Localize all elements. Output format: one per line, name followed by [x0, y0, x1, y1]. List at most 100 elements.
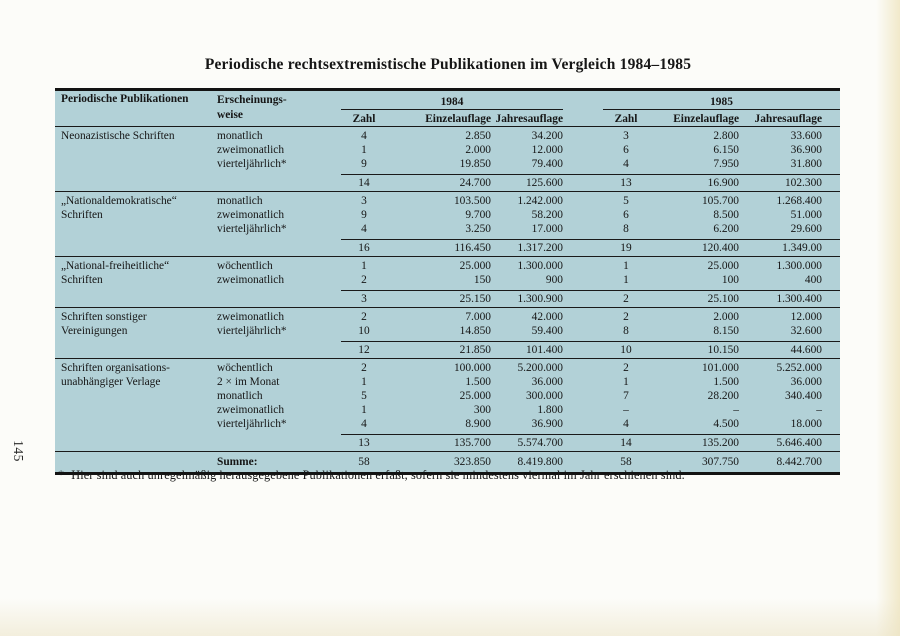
- subtotal-cell: 101.400: [525, 343, 563, 356]
- total-jahresauflage-1984: 8.419.800: [517, 455, 563, 468]
- table-body: Neonazistische Schriften monatlich 4 2.850 3…: [55, 127, 840, 452]
- subtotal-cell: 25.100: [707, 292, 739, 305]
- value-cell: 300: [473, 403, 491, 416]
- value-cell: 300.000: [525, 389, 563, 402]
- total-label: Summe:: [217, 455, 258, 468]
- subtotal-cell: 16: [358, 241, 370, 254]
- value-cell: 6: [623, 208, 629, 221]
- column-header-publications: Periodische Publikationen: [61, 93, 189, 105]
- subtotal-cell: 13: [620, 176, 632, 189]
- value-cell: 8.500: [713, 208, 739, 221]
- value-cell: –: [623, 403, 629, 416]
- table-block: Schriften organisations-unabhängiger Ver…: [55, 359, 840, 452]
- value-cell: 36.900: [531, 417, 563, 430]
- value-cell: 34.200: [531, 129, 563, 142]
- value-cell: –: [816, 403, 822, 416]
- category-line: Schriften sonstiger: [61, 310, 147, 323]
- page-number: 145: [11, 440, 26, 462]
- category-line: Schriften: [61, 208, 103, 221]
- subtotal-cell: 16.900: [707, 176, 739, 189]
- value-cell: 7.950: [713, 157, 739, 170]
- value-cell: 33.600: [790, 129, 822, 142]
- value-cell: 29.600: [790, 222, 822, 235]
- value-cell: 5: [623, 194, 629, 207]
- value-cell: 8.900: [465, 417, 491, 430]
- subtotal-cell: 120.400: [701, 241, 739, 254]
- page-title: Periodische rechtsextremistische Publika…: [204, 56, 692, 73]
- subtotal-cell: 125.600: [525, 176, 563, 189]
- value-cell: 5: [361, 389, 367, 402]
- subtotal-cell: 14: [620, 436, 632, 449]
- subheader-zahl-1984: Zahl: [352, 113, 376, 125]
- value-cell: 2: [361, 310, 367, 323]
- footnote-marker: *: [58, 468, 65, 482]
- value-cell: 58.200: [531, 208, 563, 221]
- value-cell: 19.850: [459, 157, 491, 170]
- category-line: Schriften: [61, 273, 103, 286]
- value-cell: 12.000: [531, 143, 563, 156]
- value-cell: 9.700: [465, 208, 491, 221]
- value-cell: 10: [358, 324, 370, 337]
- subtotal-cell: 19: [620, 241, 632, 254]
- category-line: Vereinigungen: [61, 324, 128, 337]
- category-cell: Schriften organisations-unabhängiger Ver…: [55, 361, 217, 431]
- value-cell: 2.850: [465, 129, 491, 142]
- subheader-jahresauflage-1984: Jahresauflage: [495, 113, 564, 125]
- value-cell: 32.600: [790, 324, 822, 337]
- subheader-jahresauflage-1985: Jahresauflage: [754, 113, 823, 125]
- value-cell: 59.400: [531, 324, 563, 337]
- value-cell: 2: [361, 361, 367, 374]
- value-cell: 900: [545, 273, 563, 286]
- value-cell: 4: [623, 157, 629, 170]
- value-cell: 3: [623, 129, 629, 142]
- subtotal-cell: 135.200: [701, 436, 739, 449]
- value-cell: 1.500: [713, 375, 739, 388]
- value-cell: 8: [623, 324, 629, 337]
- category-cell: „Nationaldemokratische“ Schriften: [55, 194, 217, 236]
- frequency-cell: 2 × im Monat: [217, 375, 280, 388]
- value-cell: 25.000: [459, 259, 491, 272]
- value-cell: 7: [623, 389, 629, 402]
- value-cell: 1: [361, 403, 367, 416]
- subtotal-rule: [341, 288, 840, 291]
- category-cell: Schriften sonstiger Vereinigungen: [55, 310, 217, 338]
- subtotal-cell: 1.300.900: [517, 292, 563, 305]
- value-cell: 4: [361, 129, 367, 142]
- category-line: „Nationaldemokratische“: [61, 194, 177, 207]
- category-line: Neonazistische Schriften: [61, 129, 175, 142]
- value-cell: 3.250: [465, 222, 491, 235]
- subtotal-cell: 135.700: [453, 436, 491, 449]
- subtotal-cell: 1.317.200: [517, 241, 563, 254]
- value-cell: 2.800: [713, 129, 739, 142]
- subtotal-rule: [341, 339, 840, 342]
- value-cell: 42.000: [531, 310, 563, 323]
- frequency-cell: monatlich: [217, 389, 263, 402]
- value-cell: 25.000: [707, 259, 739, 272]
- value-cell: 4: [623, 417, 629, 430]
- value-cell: 1: [623, 259, 629, 272]
- year-header-1984: 1984: [341, 96, 563, 110]
- frequency-cell: wöchentlich: [217, 361, 273, 374]
- frequency-cell: vierteljährlich*: [217, 324, 287, 337]
- value-cell: 1: [361, 143, 367, 156]
- column-header-frequency-line1: Erscheinungs-: [217, 94, 287, 106]
- frequency-cell: monatlich: [217, 194, 263, 207]
- value-cell: 9: [361, 208, 367, 221]
- year-header-1985: 1985: [603, 96, 840, 110]
- category-cell: Neonazistische Schriften: [55, 129, 217, 171]
- subtotal-cell: 116.450: [454, 241, 491, 254]
- category-line: unabhängiger Verlage: [61, 375, 161, 388]
- subtotal-cell: 5.574.700: [517, 436, 563, 449]
- frequency-cell: zweimonatlich: [217, 403, 285, 416]
- table-block: „National-freiheitliche“ Schriften wöchent…: [55, 257, 840, 308]
- total-jahresauflage-1985: 8.442.700: [776, 455, 822, 468]
- table-block: „Nationaldemokratische“ Schriften monatlic…: [55, 192, 840, 257]
- value-cell: 36.000: [531, 375, 563, 388]
- value-cell: 1.300.000: [517, 259, 563, 272]
- value-cell: 1: [361, 375, 367, 388]
- value-cell: –: [733, 403, 739, 416]
- value-cell: 2: [361, 273, 367, 286]
- value-cell: 4: [361, 417, 367, 430]
- value-cell: 14.850: [459, 324, 491, 337]
- value-cell: 1: [623, 375, 629, 388]
